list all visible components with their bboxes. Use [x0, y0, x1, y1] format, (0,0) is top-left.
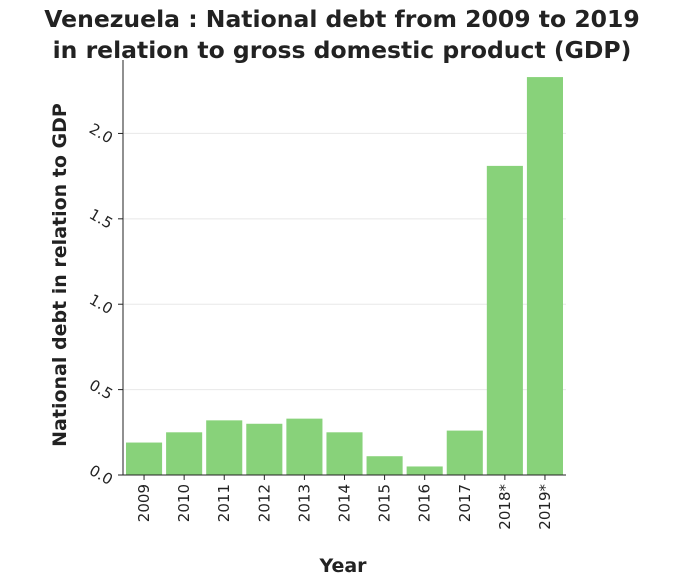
- x-tick-label: 2012: [255, 484, 273, 522]
- y-tick-label: 0.5: [86, 376, 116, 404]
- x-axis-title: Year: [318, 555, 367, 577]
- x-tick-label: 2010: [175, 484, 193, 522]
- y-tick-label: 2.0: [86, 120, 116, 148]
- bar-2018-est: [486, 165, 523, 476]
- x-tick-label: 2018*: [496, 484, 514, 530]
- bar-2019-est: [526, 77, 563, 475]
- bars: [126, 77, 563, 476]
- bar-2012: [246, 423, 283, 475]
- y-tick-label: 0.0: [86, 461, 116, 489]
- bar-2015: [366, 456, 403, 475]
- chart-title: Venezuela : National debt from 2009 to 2…: [0, 4, 684, 66]
- chart-title-line-1: Venezuela : National debt from 2009 to 2…: [44, 5, 640, 33]
- y-tick-label: 1.0: [86, 290, 116, 318]
- x-tick-label: 2016: [416, 484, 434, 522]
- x-tick-label: 2011: [215, 484, 233, 522]
- x-tick-label: 2009: [135, 484, 153, 522]
- x-tick-label: 2014: [336, 484, 354, 522]
- bar-2017: [446, 430, 483, 475]
- x-ticks: 2009 2010 2011 2012 2013 2014 2015 2016 2017 2018…: [135, 475, 554, 530]
- x-tick-label: 2017: [456, 484, 474, 522]
- bar-2014: [326, 432, 363, 475]
- x-tick-label: 2015: [376, 484, 394, 522]
- bar-2009: [126, 442, 163, 475]
- bar-2013: [286, 418, 323, 475]
- chart-title-line-2: in relation to gross domestic product (G…: [52, 36, 632, 64]
- y-axis-title: National debt in relation to GDP: [49, 103, 71, 447]
- x-tick-label: 2019*: [536, 484, 554, 530]
- y-tick-label: 1.5: [86, 205, 116, 233]
- x-tick-label: 2013: [295, 484, 313, 522]
- bar-2010: [166, 432, 203, 475]
- bar-2016: [406, 466, 443, 475]
- y-ticks: 0.0 0.5 1.0 1.5 2.0: [86, 120, 123, 489]
- bar-2011: [206, 420, 243, 475]
